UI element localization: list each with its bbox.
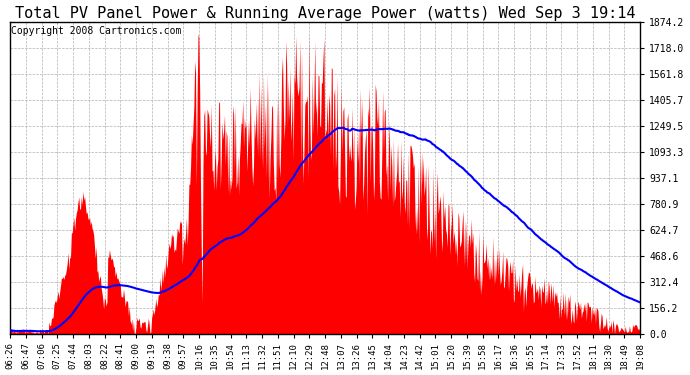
Title: Total PV Panel Power & Running Average Power (watts) Wed Sep 3 19:14: Total PV Panel Power & Running Average P… — [15, 6, 635, 21]
Text: Copyright 2008 Cartronics.com: Copyright 2008 Cartronics.com — [10, 26, 181, 36]
